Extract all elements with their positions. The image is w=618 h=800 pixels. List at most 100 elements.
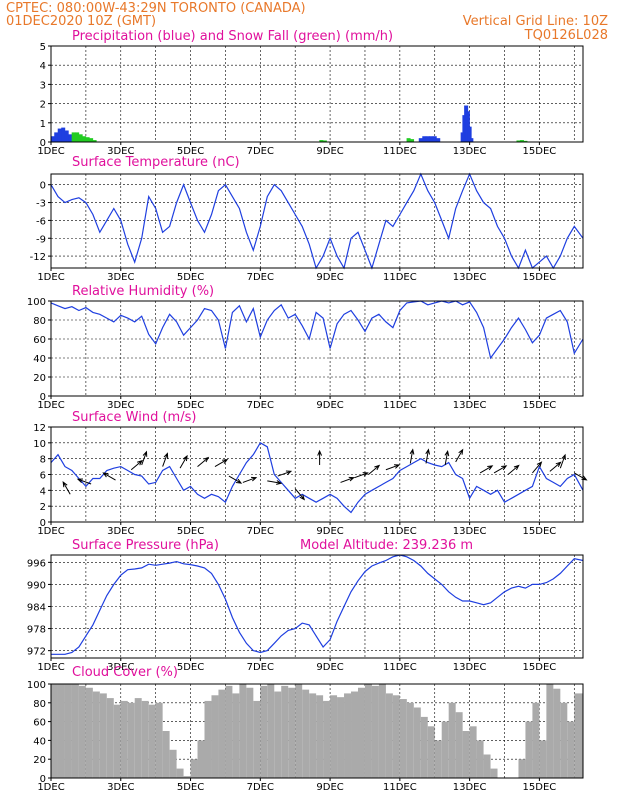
precip-precip-bar xyxy=(432,136,437,142)
wind-arrow xyxy=(294,488,306,501)
cloud-bar xyxy=(399,699,407,778)
precip-ytick-label: 3 xyxy=(40,80,46,91)
wind-ytick-label: 0 xyxy=(40,518,46,529)
precip-snow-bar xyxy=(89,138,94,142)
cloud-bar xyxy=(57,684,65,778)
wind-arrow xyxy=(479,465,494,474)
cloud-bar xyxy=(106,698,114,778)
pressure-xtick-label: 5DEC xyxy=(177,662,204,673)
wind-arrow xyxy=(62,481,71,495)
cloud-ytick-label: 20 xyxy=(33,755,46,766)
precip-precip-bar xyxy=(54,132,59,142)
humidity-line xyxy=(50,300,584,360)
cloud-bar xyxy=(197,740,205,778)
cloud-bar xyxy=(51,684,58,778)
cloud-bar xyxy=(148,704,156,778)
cloud-xtick-label: 15DEC xyxy=(523,782,557,793)
pressure-xtick-label: 15DEC xyxy=(523,662,557,673)
temperature-xtick-label: 7DEC xyxy=(247,272,274,283)
wind-arrow xyxy=(179,454,188,469)
wind-arrow xyxy=(559,453,566,469)
temperature-ytick-label: -6 xyxy=(36,216,46,227)
precip-ytick-label: 2 xyxy=(40,100,46,111)
cloud-bar xyxy=(64,684,72,778)
precip-precip-bar xyxy=(64,130,69,142)
cloud-bar xyxy=(567,721,575,778)
cloud-bar xyxy=(92,691,100,778)
cloud-title: Cloud Cover (%) xyxy=(72,665,178,680)
precip-ytick-label: 5 xyxy=(40,42,46,53)
cloud-bar xyxy=(253,700,261,778)
wind-xtick-label: 7DEC xyxy=(247,526,274,537)
humidity-xtick-label: 3DEC xyxy=(107,400,134,411)
temperature-xtick-label: 9DEC xyxy=(316,272,343,283)
cloud-bar xyxy=(413,707,421,778)
cloud-bar xyxy=(316,695,324,778)
precip-frame xyxy=(50,45,584,143)
wind-arrow xyxy=(549,461,562,472)
header-run-time: 01DEC2020 10Z (GMT) xyxy=(6,14,156,29)
pressure-xtick-label: 1DEC xyxy=(37,662,64,673)
cloud-bar xyxy=(204,700,212,778)
cloud-bar xyxy=(99,693,107,778)
cloud-bar xyxy=(490,768,498,778)
precip-snow-bar xyxy=(92,140,97,142)
cloud-bar xyxy=(546,684,554,778)
header-grid-note: Vertical Grid Line: 10Z xyxy=(463,14,608,29)
cloud-bar xyxy=(267,684,275,778)
wind-arrow xyxy=(102,472,116,481)
humidity-ytick-label: 0 xyxy=(40,392,46,403)
precip-precip-bar xyxy=(61,127,66,142)
precip-snow-bar xyxy=(78,134,83,142)
precip-precip-bar xyxy=(425,136,430,142)
humidity-ytick-label: 80 xyxy=(33,316,46,327)
cloud-ytick-label: 0 xyxy=(40,774,46,785)
humidity-ytick-label: 60 xyxy=(33,335,46,346)
cloud-xtick-label: 5DEC xyxy=(177,782,204,793)
cloud-bar xyxy=(476,740,484,778)
wind-xtick-label: 5DEC xyxy=(177,526,204,537)
wind-arrow xyxy=(197,456,210,467)
precip-panel: Precipitation (blue) and Snow Fall (gree… xyxy=(37,29,584,157)
precip-snow-bar xyxy=(319,140,324,142)
cloud-bar xyxy=(330,695,338,778)
cloud-bar xyxy=(155,702,163,778)
cloud-bar xyxy=(483,754,491,778)
cloud-bar xyxy=(455,712,463,778)
cloud-bar xyxy=(141,700,149,778)
wind-line xyxy=(50,441,584,514)
wind-arrow xyxy=(214,458,229,468)
panels: Precipitation (blue) and Snow Fall (gree… xyxy=(27,29,588,793)
cloud-bar xyxy=(392,695,400,778)
humidity-title: Relative Humidity (%) xyxy=(72,284,214,299)
temperature-ytick-label: -9 xyxy=(36,234,46,245)
cloud-bar xyxy=(274,691,282,778)
temperature-frame xyxy=(50,173,584,269)
cloud-xtick-label: 11DEC xyxy=(383,782,417,793)
humidity-ytick-label: 40 xyxy=(33,354,46,365)
precip-ytick-label: 1 xyxy=(40,119,46,130)
cloud-bar xyxy=(281,685,289,778)
temperature-ytick-label: -12 xyxy=(30,252,46,263)
cloud-bar xyxy=(225,685,233,778)
humidity-xtick-label: 11DEC xyxy=(383,400,417,411)
pressure-subtitle: Model Altitude: 239.236 m xyxy=(300,538,473,553)
pressure-ytick-label: 972 xyxy=(27,647,46,658)
cloud-bar xyxy=(539,740,547,778)
pressure-line xyxy=(51,554,584,655)
cloud-bar xyxy=(448,702,456,778)
wind-arrow xyxy=(425,448,431,464)
cloud-bar xyxy=(420,716,428,778)
precip-xtick-label: 7DEC xyxy=(247,146,274,157)
precip-precip-bar xyxy=(469,138,474,142)
header-station: CPTEC: 080:00W-43:29N TORONTO (CANADA) xyxy=(6,1,306,16)
cloud-bar xyxy=(183,776,191,778)
cloud-bar xyxy=(532,702,540,778)
cloud-bar xyxy=(309,693,317,778)
humidity-ytick-label: 100 xyxy=(27,297,46,308)
precip-precip-bar xyxy=(68,134,73,142)
wind-arrow xyxy=(385,464,401,471)
cloud-frame xyxy=(50,683,584,779)
pressure-xtick-label: 13DEC xyxy=(453,662,487,673)
humidity-xtick-label: 9DEC xyxy=(316,400,343,411)
